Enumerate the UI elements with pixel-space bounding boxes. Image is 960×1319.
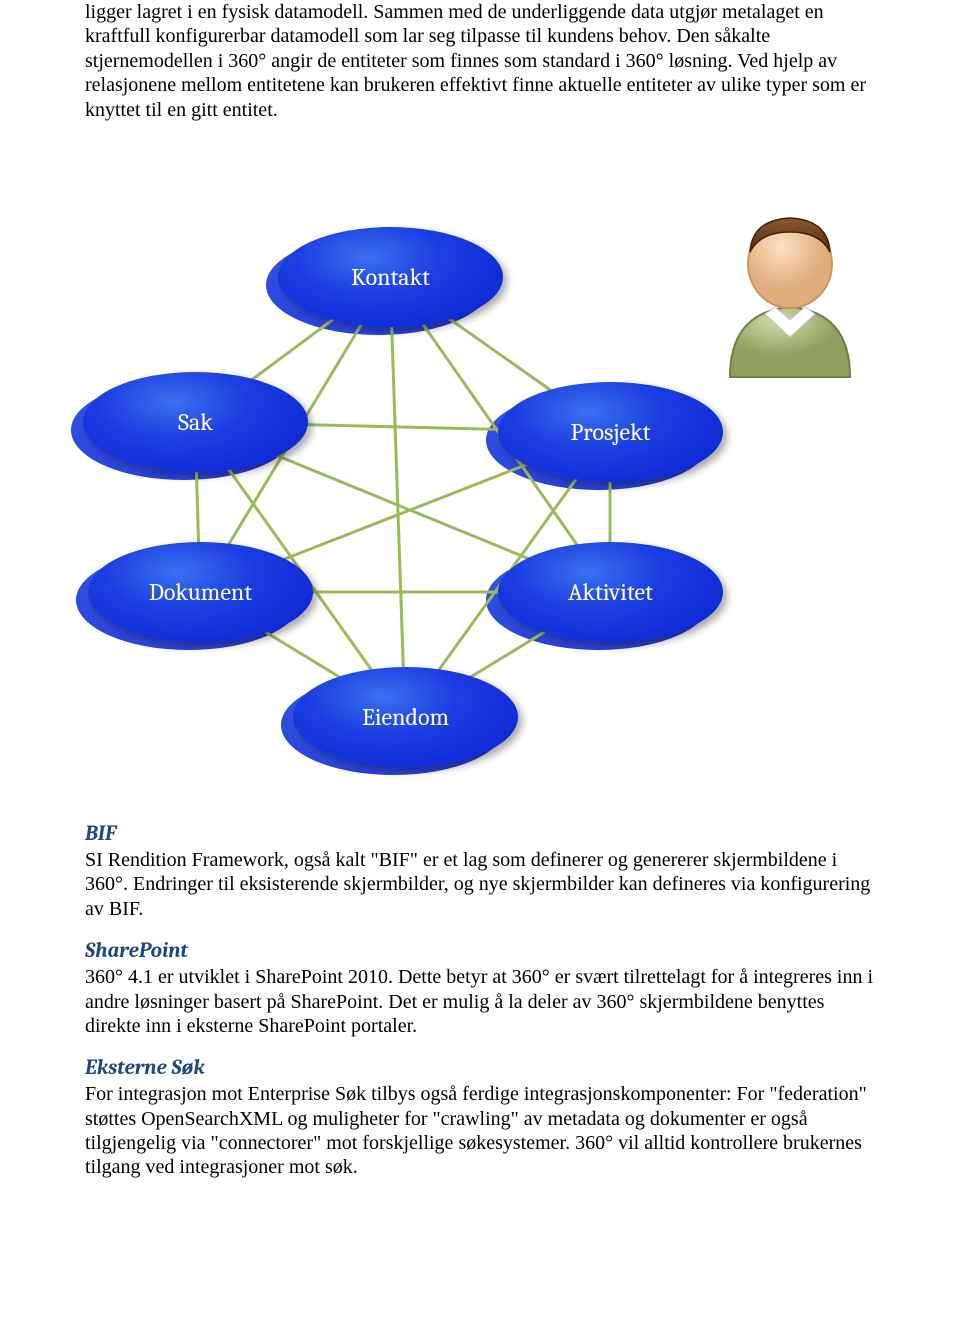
intro-paragraph: ligger lagret i en fysisk datamodell. Sa… bbox=[85, 0, 875, 122]
user-icon bbox=[710, 202, 870, 382]
node-prosjekt: Prosjekt bbox=[498, 382, 723, 482]
node-sak: Sak bbox=[83, 372, 308, 472]
section-bif: BIF SI Rendition Framework, også kalt "B… bbox=[85, 822, 875, 921]
node-aktivitet: Aktivitet bbox=[498, 542, 723, 642]
bif-body: SI Rendition Framework, også kalt "BIF" … bbox=[85, 848, 875, 921]
node-kontakt: Kontakt bbox=[278, 227, 503, 327]
star-model-diagram: Kontakt Sak Prosjekt Dokument Aktivitet Eiend… bbox=[80, 162, 870, 772]
node-dokument: Dokument bbox=[88, 542, 313, 642]
node-eiendom: Eiendom bbox=[293, 667, 518, 767]
eksterne-sok-heading: Eksterne Søk bbox=[85, 1056, 875, 1080]
sharepoint-heading: SharePoint bbox=[85, 939, 875, 963]
bif-heading: BIF bbox=[85, 822, 875, 846]
sharepoint-body: 360° 4.1 er utviklet i SharePoint 2010. … bbox=[85, 965, 875, 1038]
eksterne-sok-body: For integrasjon mot Enterprise Søk tilby… bbox=[85, 1082, 875, 1180]
section-sharepoint: SharePoint 360° 4.1 er utviklet i ShareP… bbox=[85, 939, 875, 1038]
section-eksterne-sok: Eksterne Søk For integrasjon mot Enterpr… bbox=[85, 1056, 875, 1180]
